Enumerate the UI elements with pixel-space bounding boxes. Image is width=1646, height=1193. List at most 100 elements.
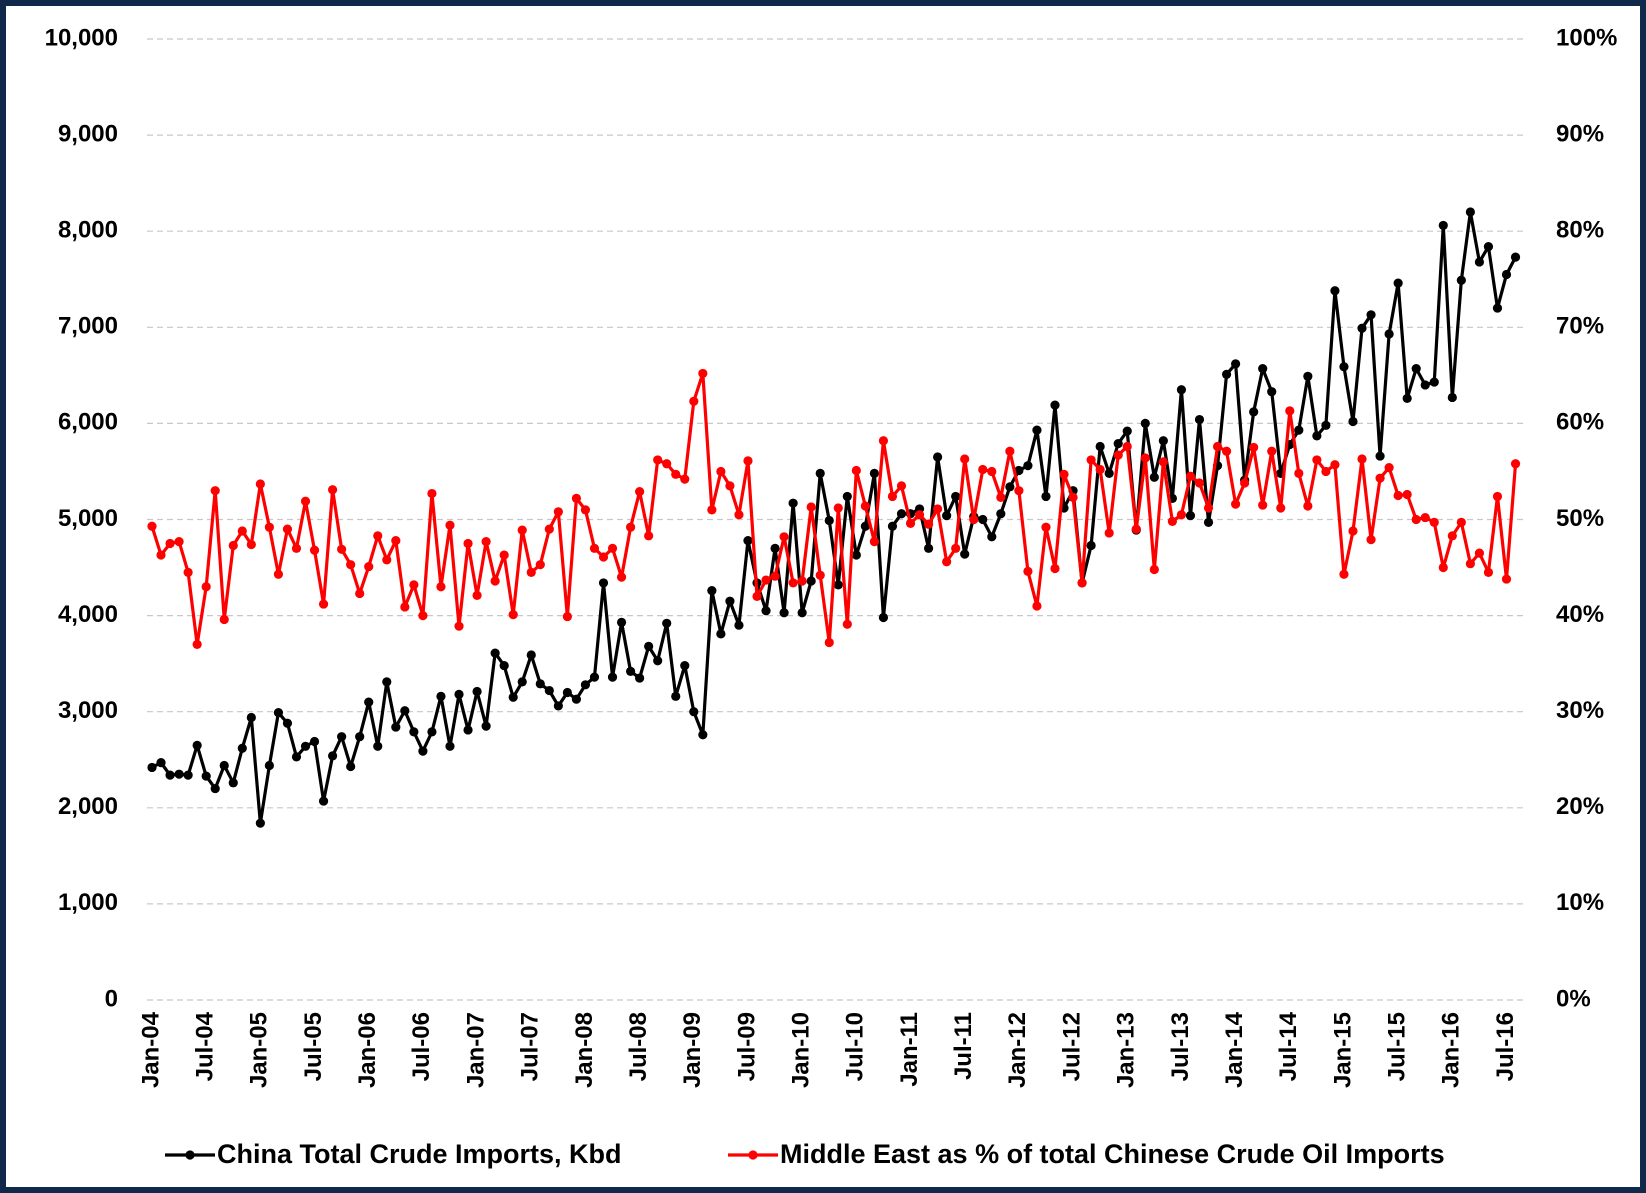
series-point xyxy=(1357,323,1367,333)
series-point xyxy=(1032,601,1042,611)
series-point xyxy=(1086,455,1096,465)
series-point xyxy=(427,727,437,737)
series-point xyxy=(1185,471,1196,481)
series-point xyxy=(300,741,311,751)
x-tick-label: Jul-11 xyxy=(950,1012,977,1080)
series-point xyxy=(1375,451,1385,461)
series-point xyxy=(174,769,184,779)
y-tick-label: 9,000 xyxy=(58,120,118,147)
series-point xyxy=(869,537,880,547)
series-point xyxy=(743,456,753,466)
series-point xyxy=(1158,436,1168,446)
series-point xyxy=(1348,526,1358,536)
series-point xyxy=(391,722,401,732)
series-point xyxy=(364,697,374,707)
series-point xyxy=(571,694,582,704)
x-tick-label: Jan-09 xyxy=(679,1012,706,1088)
series-point xyxy=(942,557,952,567)
y-tick-label: 10,000 xyxy=(45,24,118,51)
series-point xyxy=(1276,503,1286,513)
x-tick-label: Jul-04 xyxy=(192,1011,219,1081)
series-point xyxy=(1456,517,1466,527)
series-point xyxy=(806,576,816,586)
series-point xyxy=(616,572,627,582)
series-point xyxy=(725,481,735,491)
series-point xyxy=(337,544,347,554)
series-point xyxy=(1023,461,1033,471)
series-point xyxy=(824,515,834,526)
series-point xyxy=(1104,468,1114,478)
series-point xyxy=(1014,465,1024,476)
x-tick-label: Jan-16 xyxy=(1438,1012,1465,1088)
y-tick-label: 8,000 xyxy=(58,217,118,244)
series-point xyxy=(481,537,491,547)
series-point xyxy=(725,596,735,606)
series-point xyxy=(1456,275,1466,285)
series-point xyxy=(1249,407,1259,417)
series-point xyxy=(409,580,419,590)
legend-marker xyxy=(185,1150,195,1160)
series-point xyxy=(535,560,545,570)
series-point xyxy=(671,469,681,479)
series-point xyxy=(815,468,825,478)
series-point xyxy=(1140,453,1150,463)
series-point xyxy=(942,511,952,521)
series-point xyxy=(978,464,988,475)
series-point xyxy=(752,591,762,601)
series-point xyxy=(346,761,356,772)
x-tick-label: Jan-04 xyxy=(137,1011,164,1088)
series-point xyxy=(734,620,744,630)
series-point xyxy=(255,479,265,489)
series-point xyxy=(1330,460,1340,470)
x-tick-label: Jan-14 xyxy=(1221,1011,1248,1088)
series-point xyxy=(987,532,997,542)
series-point xyxy=(300,496,311,506)
series-point xyxy=(1068,492,1078,502)
series-point xyxy=(355,732,365,742)
series-point xyxy=(987,466,997,477)
y2-tick-label: 50% xyxy=(1556,505,1604,532)
series-point xyxy=(860,521,870,531)
series-point xyxy=(842,619,852,629)
series-point xyxy=(1149,472,1159,482)
series-point xyxy=(1501,269,1512,280)
series-point xyxy=(472,590,482,601)
series-point xyxy=(228,540,238,551)
series-point xyxy=(1393,278,1403,288)
series-point xyxy=(264,522,274,532)
series-point xyxy=(400,706,410,716)
series-point xyxy=(174,537,184,547)
series-point xyxy=(878,436,889,446)
series-point xyxy=(896,481,907,491)
series-point xyxy=(1203,503,1214,513)
series-point xyxy=(436,582,446,592)
series-point xyxy=(418,746,428,756)
x-tick-label: Jan-15 xyxy=(1329,1012,1356,1088)
series-point xyxy=(364,561,374,572)
y-tick-label: 5,000 xyxy=(58,505,118,532)
series-point xyxy=(1411,364,1421,374)
legend-label: Middle East as % of total Chinese Crude … xyxy=(780,1139,1445,1169)
series-point xyxy=(562,611,572,622)
series-point xyxy=(1321,420,1331,430)
series-point xyxy=(1294,425,1304,435)
series-point xyxy=(499,660,509,671)
y-tick-label: 1,000 xyxy=(58,889,118,916)
legend-marker xyxy=(748,1150,758,1160)
series-point xyxy=(743,536,753,546)
series-point xyxy=(1303,501,1313,511)
series-point xyxy=(264,760,274,771)
series-point xyxy=(797,576,807,586)
series-point xyxy=(1131,524,1141,534)
series-point xyxy=(508,692,518,702)
series-point xyxy=(1231,359,1241,369)
series-point xyxy=(1113,438,1123,449)
series-point xyxy=(644,641,654,651)
series-point xyxy=(1005,482,1015,492)
x-tick-label: Jul-16 xyxy=(1492,1012,1519,1081)
series-point xyxy=(1014,486,1024,496)
series-point xyxy=(1339,362,1349,372)
series-point xyxy=(1095,464,1105,475)
series-point xyxy=(1474,548,1485,558)
series-point xyxy=(625,666,636,676)
